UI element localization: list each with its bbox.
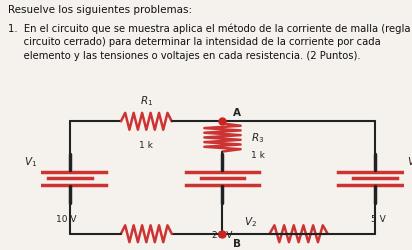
Text: Resuelve los siguientes problemas:: Resuelve los siguientes problemas: <box>8 5 192 15</box>
Text: 10 V: 10 V <box>56 214 77 223</box>
Text: 1 k: 1 k <box>139 140 153 149</box>
Text: $R_1$: $R_1$ <box>140 94 153 108</box>
Text: B: B <box>233 238 241 248</box>
Text: $R_3$: $R_3$ <box>251 131 265 145</box>
Text: $V_3$: $V_3$ <box>407 155 412 168</box>
Text: A: A <box>233 108 241 118</box>
Text: 5 V: 5 V <box>371 214 386 223</box>
Text: $V_1$: $V_1$ <box>24 155 37 168</box>
Text: 20 V: 20 V <box>212 230 233 238</box>
Text: $V_2$: $V_2$ <box>244 214 257 228</box>
Text: 1 k: 1 k <box>251 150 265 159</box>
Text: 1.  En el circuito que se muestra aplica el método de la corriente de malla (reg: 1. En el circuito que se muestra aplica … <box>8 23 412 61</box>
